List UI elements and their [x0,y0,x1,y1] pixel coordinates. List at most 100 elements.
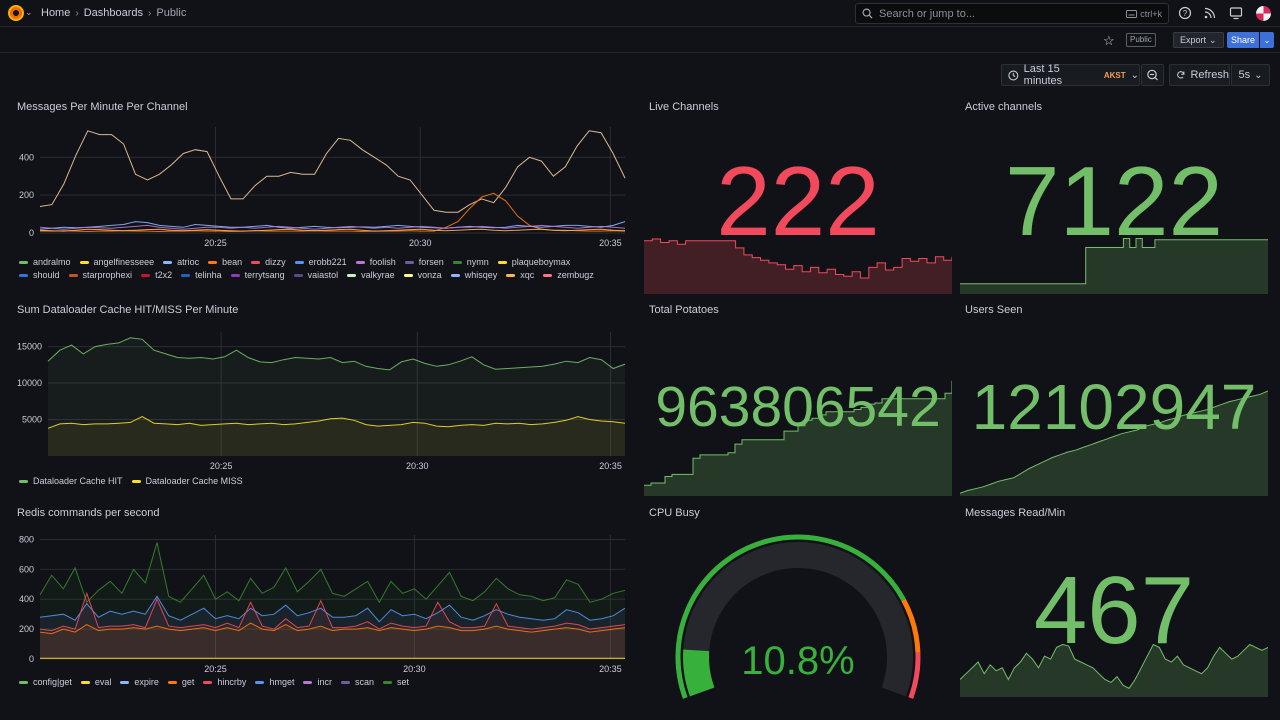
legend-item[interactable]: vonza [403,270,442,280]
legend-item[interactable]: expire [120,677,159,687]
legend-swatch [208,260,218,264]
sparkline-line [960,643,1268,689]
x-tick-label: 20:35 [599,664,622,674]
search-icon [862,8,873,19]
legend-label: should [33,270,60,280]
x-tick-label: 20:35 [599,461,622,471]
redis-commands-chart[interactable]: 0 200 400 600 800 20:25 20:30 20:35 [8,529,631,677]
series-line [39,542,626,604]
chevron-down-icon: ⌄ [1209,34,1217,45]
legend-item[interactable]: nymn [452,257,489,267]
legend-item[interactable]: Dataloader Cache MISS [131,476,243,486]
panel-messages-read-min: Messages Read/Min 467 [960,499,1268,697]
breadcrumb: Home › Dashboards › Public [41,7,186,19]
legend-item[interactable]: forsen [404,257,444,267]
panel-active-channels: Active channels 7122 [960,93,1268,294]
export-button[interactable]: Export ⌄ [1173,32,1224,48]
legend-label: xqc [520,270,535,280]
breadcrumb-dashboards[interactable]: Dashboards [83,7,144,19]
grafana-logo-icon[interactable] [8,5,24,21]
gauge-threshold-red [908,652,921,699]
refresh-interval-picker[interactable]: 5s ⌄ [1231,64,1270,86]
legend-swatch [230,273,240,277]
legend-item[interactable]: starprophexi [68,270,132,280]
panel-title: Total Potatoes [649,304,719,316]
legend-item[interactable]: scan [340,677,374,687]
public-badge: Public [1126,33,1156,47]
legend-item[interactable]: whisqey [450,270,498,280]
legend-item[interactable]: should [19,270,60,280]
legend-item[interactable]: dizzy [251,257,286,267]
export-label: Export [1180,35,1207,45]
legend-swatch [19,260,28,264]
legend-item[interactable]: plaqueboymax [497,257,570,267]
legend-item[interactable]: erobb221 [294,257,347,267]
legend-label: config|get [33,677,72,687]
legend-label: bean [222,257,243,267]
x-tick-label: 20:35 [599,238,622,248]
refresh-button[interactable]: Refresh [1169,64,1230,86]
legend-item[interactable]: t2x2 [141,270,172,280]
search-input[interactable]: Search or jump to... ctrl+k [855,3,1169,24]
panel-cpu-busy: CPU Busy 10.8% [644,499,952,709]
zoom-out-button[interactable] [1141,64,1164,86]
series-line [40,192,626,233]
legend-item[interactable]: atrioc [163,257,199,267]
legend-label: forsen [418,257,444,267]
series-line [47,337,626,371]
sparkline-area [960,644,1268,697]
monitor-icon[interactable] [1229,6,1243,20]
legend-item[interactable]: hmget [255,677,294,687]
help-icon[interactable]: ? [1178,6,1192,20]
breadcrumb-home[interactable]: Home [41,7,71,19]
share-menu-chevron-icon[interactable]: ⌄ [1260,32,1274,48]
legend-swatch [203,680,213,684]
y-tick-label: 200 [19,624,34,634]
share-button[interactable]: Share [1227,32,1259,48]
legend-label: incr [317,677,332,687]
live-channels-value: 222 [716,146,880,256]
legend-item[interactable]: angelfinesseee [79,257,154,267]
legend-swatch [404,260,414,264]
panel-title: Active channels [965,101,1043,113]
legend-swatch [19,273,28,277]
legend-item[interactable]: zembugz [543,270,594,280]
legend-item[interactable]: incr [303,677,332,687]
x-tick-label: 20:25 [204,238,227,248]
sparkline-line [960,390,1268,494]
series-line [39,130,626,213]
legend-item[interactable]: eval [80,677,111,687]
chevron-down-icon[interactable]: ⌄ [25,7,33,17]
legend-item[interactable]: valkyrae [347,270,395,280]
legend-item[interactable]: terrytsang [230,270,285,280]
legend-item[interactable]: telinha [181,270,222,280]
legend-item[interactable]: xqc [506,270,534,280]
legend-item[interactable]: set [382,677,409,687]
legend-item[interactable]: andralmo [19,257,71,267]
legend-item[interactable]: vaiastol [293,270,338,280]
legend-item[interactable]: hincrby [203,677,246,687]
x-tick-label: 20:25 [204,664,227,674]
total-potatoes-value: 963806542 [655,375,941,439]
legend-item[interactable]: foolish [355,257,396,267]
panel-title: CPU Busy [649,507,700,519]
legend-swatch [79,260,89,264]
panel-title: Redis commands per second [17,507,160,519]
messages-per-minute-chart[interactable]: 0 200 400 20:25 20:30 20:35 [8,121,631,251]
legend-item[interactable]: config|get [19,677,72,687]
user-avatar[interactable] [1256,6,1271,21]
star-icon[interactable]: ☆ [1103,33,1115,48]
panel-title: Users Seen [965,304,1023,316]
legend-item[interactable]: get [167,677,194,687]
legend-item[interactable]: bean [208,257,242,267]
news-rss-icon[interactable] [1203,6,1217,20]
dataloader-cache-chart[interactable]: 5000 10000 15000 20:25 20:30 20:35 [8,326,631,474]
legend-label: whisqey [464,270,498,280]
legend-item[interactable]: Dataloader Cache HIT [19,476,123,486]
sparkline-line [644,380,952,486]
panel-title: Messages Per Minute Per Channel [17,101,188,113]
search-placeholder: Search or jump to... [879,7,975,20]
time-range-picker[interactable]: Last 15 minutes AKST ⌄ [1001,63,1140,87]
live-channels-sparkline [644,238,952,294]
legend-label: expire [134,677,159,687]
